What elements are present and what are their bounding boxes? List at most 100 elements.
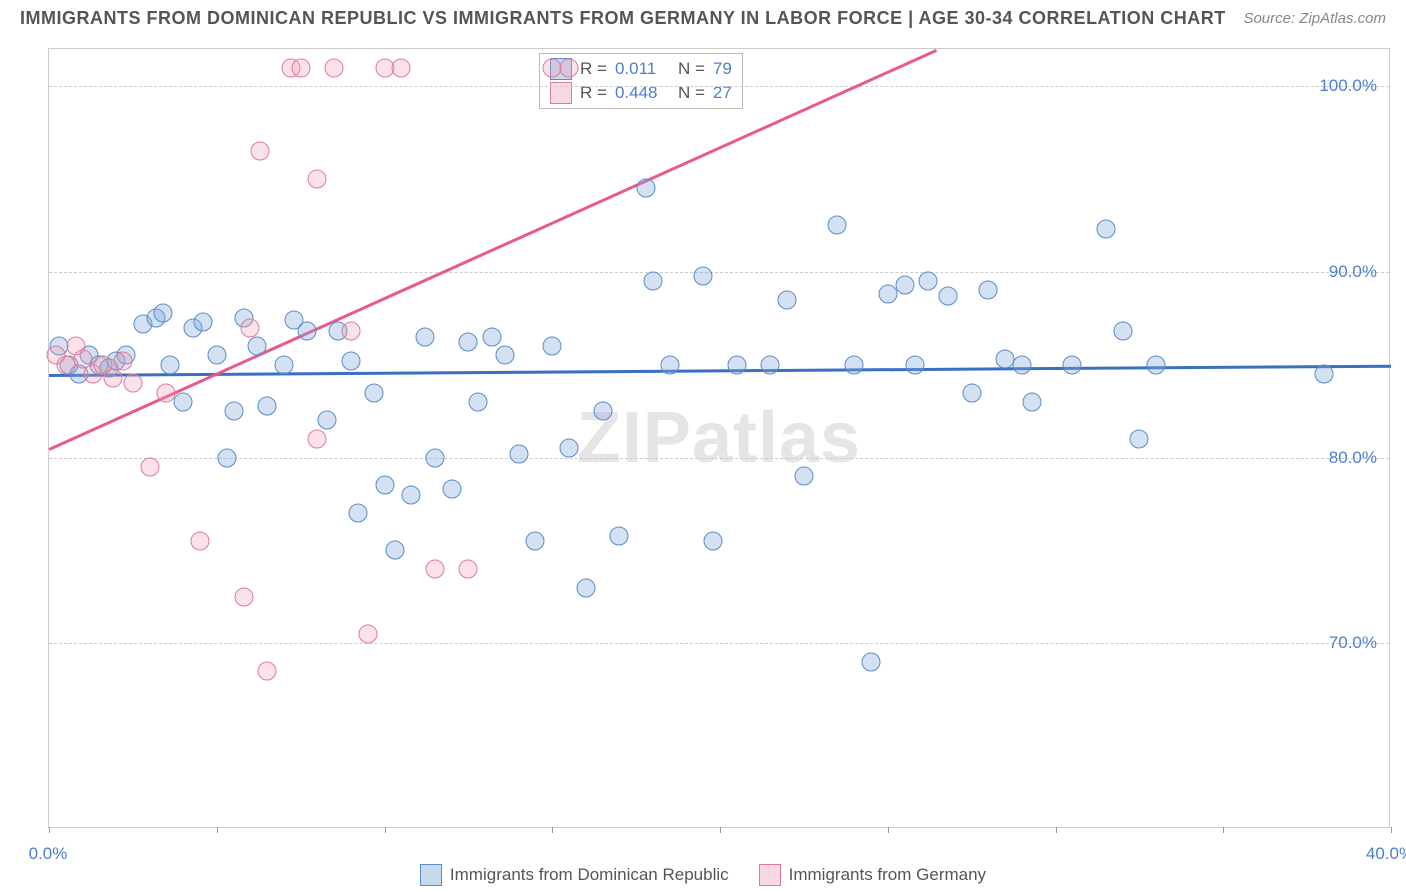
data-point <box>560 439 579 458</box>
data-point <box>341 352 360 371</box>
data-point <box>1147 355 1166 374</box>
data-point <box>1096 220 1115 239</box>
x-tick <box>217 827 218 833</box>
x-tick-label: 40.0% <box>1366 844 1406 864</box>
data-point <box>258 396 277 415</box>
data-point <box>526 532 545 551</box>
data-point <box>157 383 176 402</box>
data-point <box>845 355 864 374</box>
data-point <box>174 392 193 411</box>
data-point <box>160 355 179 374</box>
data-point <box>365 383 384 402</box>
data-point <box>425 448 444 467</box>
legend-swatch <box>759 864 781 886</box>
data-point <box>425 560 444 579</box>
legend-bottom: Immigrants from Dominican Republic Immigr… <box>0 864 1406 886</box>
data-point <box>325 58 344 77</box>
data-point <box>375 476 394 495</box>
data-point <box>442 480 461 499</box>
data-point <box>415 327 434 346</box>
data-point <box>794 467 813 486</box>
data-point <box>103 368 122 387</box>
data-point <box>258 662 277 681</box>
legend-item: Immigrants from Germany <box>759 864 986 886</box>
data-point <box>704 532 723 551</box>
data-point <box>660 355 679 374</box>
x-tick <box>888 827 889 833</box>
y-tick-label: 70.0% <box>1329 633 1377 653</box>
data-point <box>207 346 226 365</box>
data-point <box>939 287 958 306</box>
chart-plot-area: ZIPatlas R =0.011N =79R =0.448N =27 70.0… <box>48 48 1390 828</box>
data-point <box>543 337 562 356</box>
y-tick-label: 100.0% <box>1319 76 1377 96</box>
legend-item: Immigrants from Dominican Republic <box>420 864 729 886</box>
data-point <box>637 179 656 198</box>
data-point <box>1314 365 1333 384</box>
data-point <box>392 58 411 77</box>
data-point <box>190 532 209 551</box>
data-point <box>610 526 629 545</box>
data-point <box>1130 430 1149 449</box>
trendline-pink <box>48 49 937 451</box>
gridline <box>49 643 1389 644</box>
data-point <box>241 318 260 337</box>
trendline-blue <box>49 365 1391 377</box>
data-point <box>560 58 579 77</box>
x-tick-label: 0.0% <box>29 844 68 864</box>
data-point <box>341 322 360 341</box>
data-point <box>962 383 981 402</box>
x-tick <box>1056 827 1057 833</box>
y-tick-label: 80.0% <box>1329 448 1377 468</box>
data-point <box>274 355 293 374</box>
data-point <box>348 504 367 523</box>
gridline <box>49 458 1389 459</box>
x-tick <box>720 827 721 833</box>
legend-swatch <box>420 864 442 886</box>
legend-n-value: 79 <box>713 59 732 79</box>
data-point <box>402 485 421 504</box>
data-point <box>761 355 780 374</box>
data-point <box>251 142 270 161</box>
data-point <box>778 290 797 309</box>
data-point <box>385 541 404 560</box>
data-point <box>248 337 267 356</box>
watermark: ZIPatlas <box>577 397 861 479</box>
data-point <box>308 430 327 449</box>
data-point <box>194 313 213 332</box>
data-point <box>1023 392 1042 411</box>
x-tick <box>1391 827 1392 833</box>
data-point <box>140 457 159 476</box>
data-point <box>828 216 847 235</box>
data-point <box>469 392 488 411</box>
x-tick <box>552 827 553 833</box>
data-point <box>905 355 924 374</box>
data-point <box>727 355 746 374</box>
data-point <box>895 275 914 294</box>
gridline <box>49 86 1389 87</box>
data-point <box>861 652 880 671</box>
data-point <box>224 402 243 421</box>
x-tick <box>385 827 386 833</box>
data-point <box>154 303 173 322</box>
data-point <box>979 281 998 300</box>
legend-label: Immigrants from Dominican Republic <box>450 865 729 885</box>
data-point <box>694 266 713 285</box>
data-point <box>123 374 142 393</box>
gridline <box>49 272 1389 273</box>
data-point <box>113 352 132 371</box>
legend-label: Immigrants from Germany <box>789 865 986 885</box>
data-point <box>291 58 310 77</box>
data-point <box>1063 355 1082 374</box>
source-label: Source: ZipAtlas.com <box>1243 10 1386 27</box>
legend-r-value: 0.011 <box>615 59 670 79</box>
data-point <box>308 170 327 189</box>
data-point <box>509 444 528 463</box>
chart-title: IMMIGRANTS FROM DOMINICAN REPUBLIC VS IM… <box>20 8 1226 29</box>
data-point <box>234 587 253 606</box>
legend-n-label: N = <box>678 59 705 79</box>
data-point <box>217 448 236 467</box>
data-point <box>1012 355 1031 374</box>
legend-r-label: R = <box>580 59 607 79</box>
y-tick-label: 90.0% <box>1329 262 1377 282</box>
